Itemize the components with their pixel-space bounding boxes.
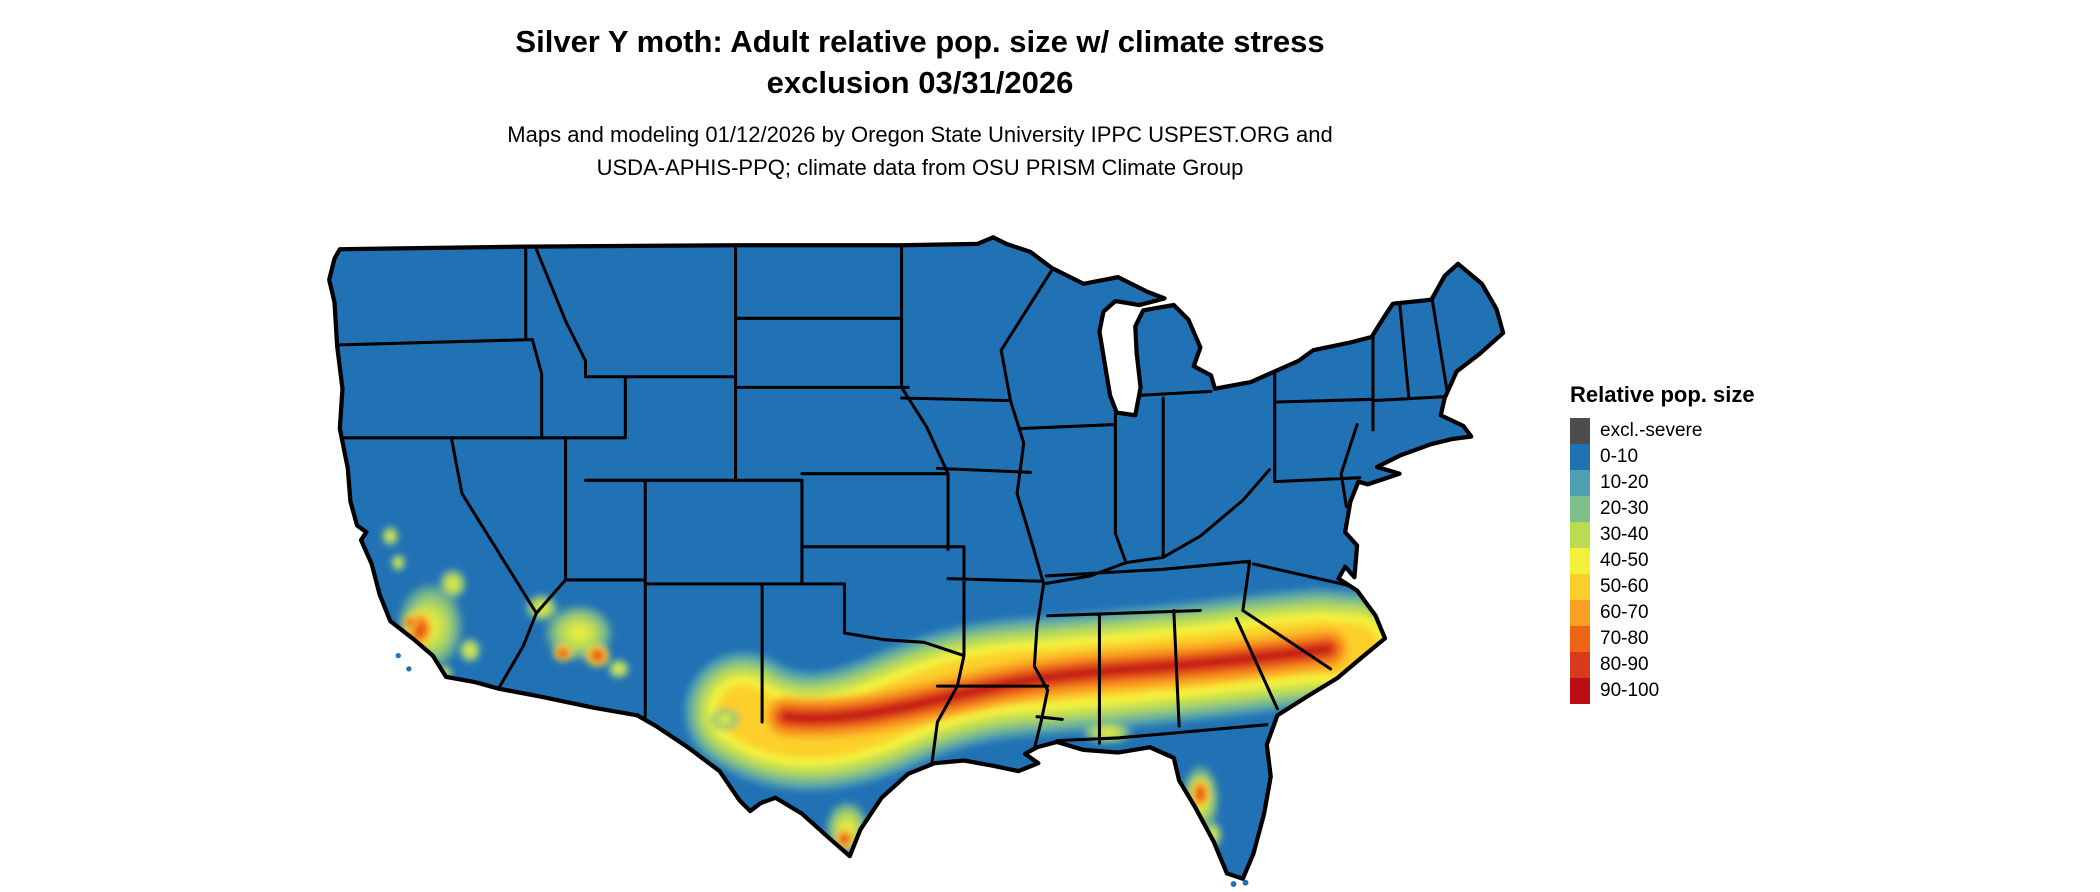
map-legend: Relative pop. size excl.-severe 0-10 10-… — [1570, 382, 1755, 704]
legend-item-60-70: 60-70 — [1570, 600, 1755, 626]
heat-blob — [438, 567, 468, 600]
legend-label: 0-10 — [1600, 446, 1639, 467]
us-population-map — [308, 228, 1527, 892]
title-line-1: Silver Y moth: Adult relative pop. size … — [515, 24, 1325, 59]
title-line-2: exclusion 03/31/2026 — [766, 64, 1074, 100]
heat-blob — [552, 643, 574, 663]
subtitle-line-2: USDA-APHIS-PPQ; climate data from OSU PR… — [596, 154, 1244, 180]
legend-item-excl-severe: excl.-severe — [1570, 418, 1755, 444]
florida-keys — [1230, 879, 1249, 887]
legend-swatch — [1570, 652, 1590, 678]
legend-item-0-10: 0-10 — [1570, 444, 1755, 470]
legend-title: Relative pop. size — [1570, 382, 1755, 407]
legend-item-30-40: 30-40 — [1570, 522, 1755, 548]
state-borders — [338, 243, 1449, 764]
legend-item-80-90: 80-90 — [1570, 652, 1755, 678]
legend-swatch — [1570, 470, 1590, 496]
heat-blob — [1080, 720, 1134, 745]
legend-swatch — [1570, 444, 1590, 470]
page-title: Silver Y moth: Adult relative pop. size … — [0, 22, 1840, 104]
heat-blob — [402, 613, 419, 632]
heat-blob — [1189, 776, 1211, 811]
legend-swatch — [1570, 418, 1590, 444]
legend-label: 20-30 — [1600, 498, 1649, 519]
channel-islands — [395, 652, 412, 672]
legend-swatch — [1570, 574, 1590, 600]
map-svg — [308, 228, 1527, 887]
legend-swatch — [1570, 678, 1590, 704]
heat-core-90-100 — [783, 645, 1331, 722]
legend-label: excl.-severe — [1600, 420, 1703, 441]
heat-layer — [380, 525, 1415, 857]
legend-swatch — [1570, 548, 1590, 574]
us-base-fill — [329, 237, 1504, 879]
heat-blob — [709, 707, 741, 732]
subtitle-line-1: Maps and modeling 01/12/2026 by Oregon S… — [507, 121, 1333, 147]
map-header: Silver Y moth: Adult relative pop. size … — [0, 22, 1840, 184]
heat-blob — [390, 553, 407, 572]
legend-item-10-20: 10-20 — [1570, 470, 1755, 496]
legend-label: 10-20 — [1600, 472, 1649, 493]
heat-blob — [458, 637, 482, 664]
heat-blob — [380, 525, 400, 547]
legend-label: 40-50 — [1600, 550, 1649, 571]
legend-label: 70-80 — [1600, 628, 1649, 649]
legend-item-20-30: 20-30 — [1570, 496, 1755, 522]
legend-label: 80-90 — [1600, 654, 1649, 675]
legend-label: 50-60 — [1600, 576, 1649, 597]
legend-swatch — [1570, 600, 1590, 626]
legend-label: 60-70 — [1600, 602, 1649, 623]
legend-item-90-100: 90-100 — [1570, 678, 1755, 704]
attribution-subtitle: Maps and modeling 01/12/2026 by Oregon S… — [0, 118, 1840, 184]
legend-label: 90-100 — [1600, 680, 1660, 701]
legend-item-50-60: 50-60 — [1570, 574, 1755, 600]
legend-item-70-80: 70-80 — [1570, 626, 1755, 652]
legend-item-40-50: 40-50 — [1570, 548, 1755, 574]
legend-swatch — [1570, 522, 1590, 548]
heat-blob — [606, 658, 631, 680]
legend-label: 30-40 — [1600, 524, 1649, 545]
heat-blob — [584, 643, 611, 668]
legend-swatch — [1570, 496, 1590, 522]
legend-swatch — [1570, 626, 1590, 652]
